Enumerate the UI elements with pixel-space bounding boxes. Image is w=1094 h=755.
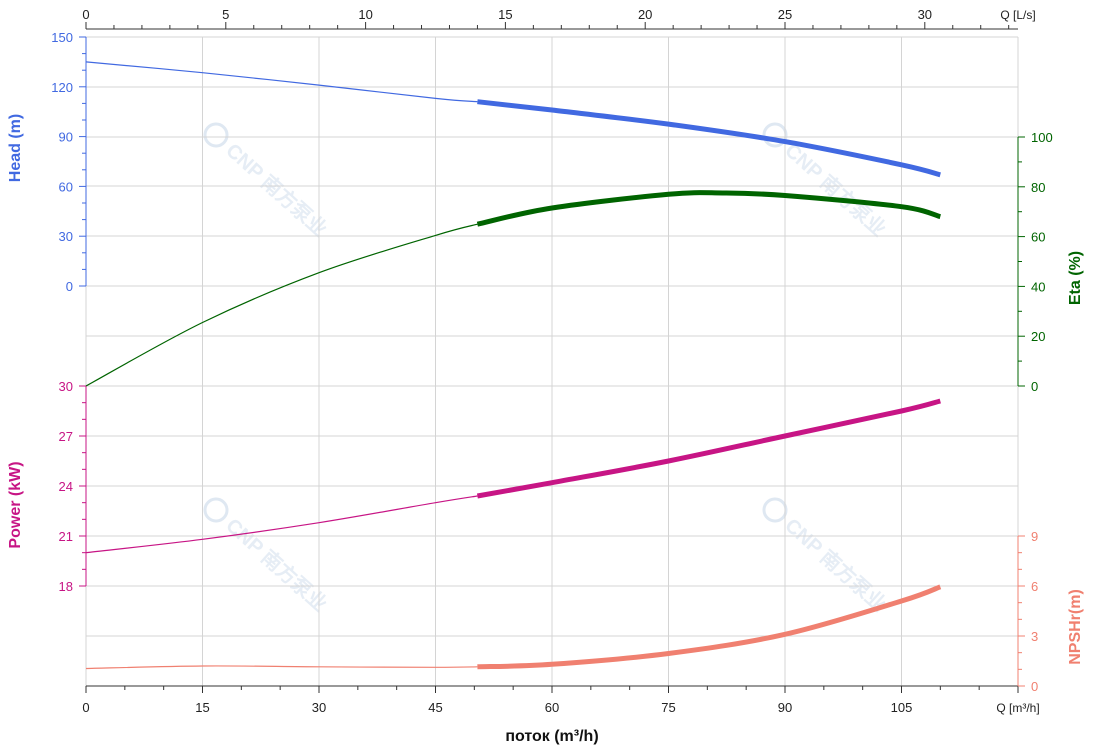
- x-axis-title: поток (m³/h): [505, 728, 598, 745]
- power-curve-operating: [476, 398, 941, 499]
- x2-axis-unit-label: Q [L/s]: [1000, 8, 1035, 22]
- eta-tick-label: 0: [1031, 379, 1038, 394]
- x-tick-label: 90: [778, 700, 792, 715]
- head-tick-label: 0: [66, 279, 73, 294]
- x2-tick-label: 5: [222, 7, 229, 22]
- npsh-curve-full: [85, 665, 478, 670]
- eta-tick-label: 100: [1031, 130, 1053, 145]
- x2-tick-label: 30: [918, 7, 932, 22]
- npsh-curve-operating: [477, 584, 942, 670]
- x-axis-unit-label: Q [m³/h]: [996, 701, 1039, 715]
- head-tick-label: 60: [59, 179, 73, 194]
- x-tick-label: 0: [82, 700, 89, 715]
- npsh-tick-label: 6: [1031, 579, 1038, 594]
- x-tick-label: 30: [312, 700, 326, 715]
- eta-curve-full: [85, 223, 478, 387]
- power-curve-full: [85, 495, 478, 554]
- x2-tick-label: 15: [498, 7, 512, 22]
- eta-tick-label: 80: [1031, 180, 1045, 195]
- x-tick-label: 75: [661, 700, 675, 715]
- npsh-tick-label: 0: [1031, 679, 1038, 694]
- x-tick-label: 15: [195, 700, 209, 715]
- x2-tick-label: 20: [638, 7, 652, 22]
- x2-tick-label: 0: [82, 7, 89, 22]
- npsh-axis-title: NPSHr(m): [1067, 589, 1084, 665]
- head-tick-label: 90: [59, 130, 73, 145]
- x2-tick-label: 10: [358, 7, 372, 22]
- npsh-tick-label: 3: [1031, 629, 1038, 644]
- eta-axis-title: Eta (%): [1067, 251, 1084, 305]
- eta-curve-operating: [476, 190, 942, 227]
- head-tick-label: 150: [51, 30, 73, 45]
- head-curve-operating: [477, 99, 941, 178]
- x-tick-label: 60: [545, 700, 559, 715]
- npsh-tick-label: 9: [1031, 529, 1038, 544]
- power-tick-label: 30: [59, 379, 73, 394]
- x2-tick-label: 25: [778, 7, 792, 22]
- x-tick-label: 105: [891, 700, 913, 715]
- power-tick-label: 27: [59, 429, 73, 444]
- head-tick-label: 120: [51, 80, 73, 95]
- eta-tick-label: 40: [1031, 279, 1045, 294]
- eta-tick-label: 20: [1031, 329, 1045, 344]
- power-tick-label: 21: [59, 529, 73, 544]
- power-tick-label: 18: [59, 579, 73, 594]
- eta-tick-label: 60: [1031, 230, 1045, 245]
- x-tick-label: 45: [428, 700, 442, 715]
- head-axis-title: Head (m): [7, 114, 24, 182]
- power-tick-label: 24: [59, 479, 73, 494]
- head-curve-full: [85, 61, 478, 103]
- head-tick-label: 30: [59, 229, 73, 244]
- power-axis-title: Power (kW): [7, 461, 24, 548]
